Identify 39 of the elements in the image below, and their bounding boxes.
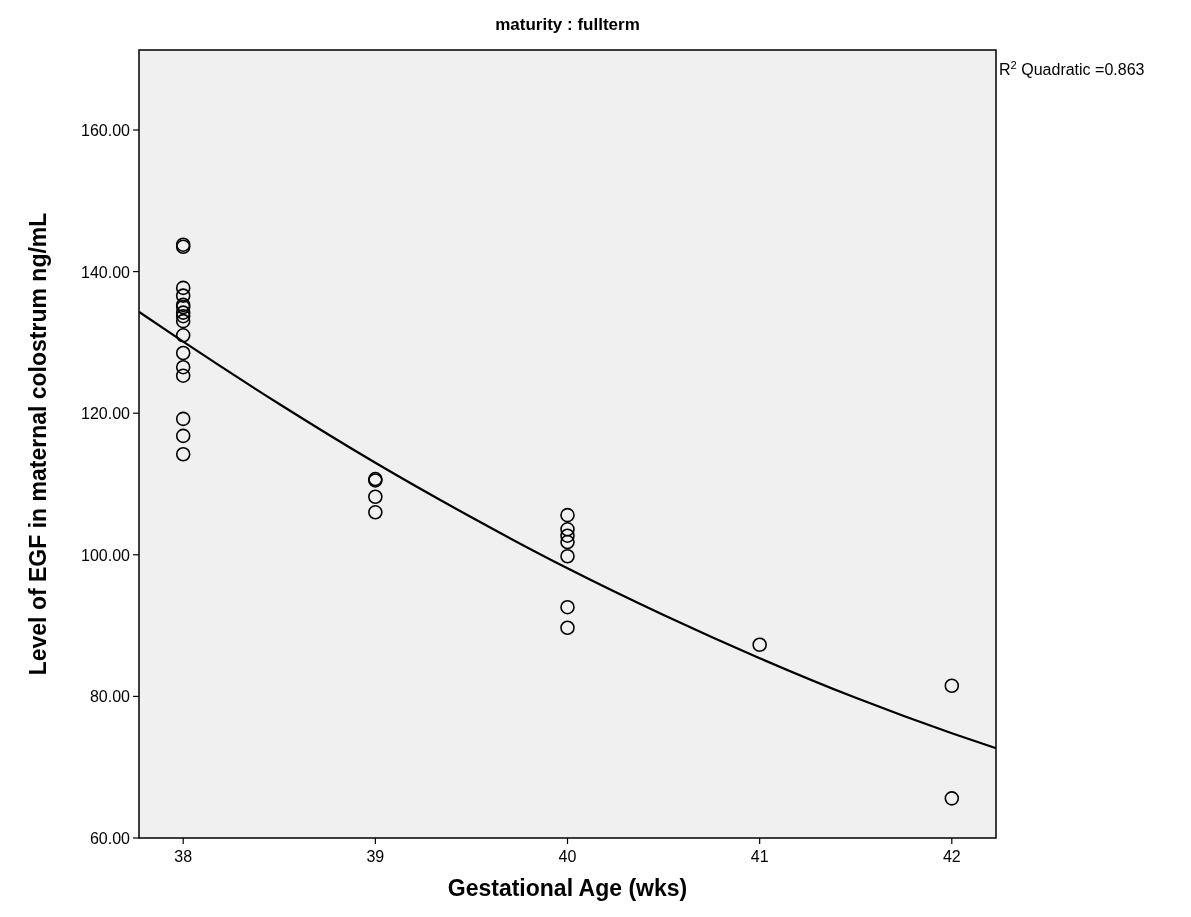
point xyxy=(368,505,383,520)
y-axis-title: Level of EGF in maternal colostrum ng/mL xyxy=(25,212,51,676)
chart-title: maturity : fullterm xyxy=(495,15,640,34)
point xyxy=(175,345,191,361)
y-tick-label: 120.00 xyxy=(81,405,131,423)
point xyxy=(175,368,191,383)
point xyxy=(560,534,575,550)
point xyxy=(175,308,191,324)
point xyxy=(752,637,767,653)
point xyxy=(175,305,191,320)
y-tick-label: 80.00 xyxy=(89,688,131,706)
point xyxy=(175,411,191,427)
y-tick-label: 100.00 xyxy=(81,546,131,564)
x-tick-label: 38 xyxy=(174,848,193,865)
point xyxy=(560,528,575,543)
point xyxy=(560,548,575,564)
point xyxy=(175,446,191,462)
point xyxy=(560,507,575,523)
point xyxy=(175,288,191,303)
x-tick-label: 42 xyxy=(942,848,961,865)
point xyxy=(175,328,191,343)
point xyxy=(560,620,575,636)
point xyxy=(560,522,575,537)
point xyxy=(175,359,191,375)
point xyxy=(944,678,960,694)
y-tick-label: 140.00 xyxy=(81,263,131,281)
point xyxy=(944,791,960,806)
point xyxy=(175,428,191,444)
point xyxy=(560,599,575,615)
y-tick-label: 60.00 xyxy=(89,830,131,847)
x-axis-title: Gestational Age (wks) xyxy=(447,875,688,901)
x-tick-label: 40 xyxy=(558,848,577,865)
x-tick-label: 39 xyxy=(366,848,385,865)
y-tick-label: 160.00 xyxy=(81,122,131,139)
text: R$^{2}$ Quadratic =0.863 xyxy=(999,59,1145,78)
point xyxy=(175,280,191,296)
point xyxy=(368,489,383,505)
point xyxy=(175,313,191,329)
x-tick-label: 41 xyxy=(750,848,769,865)
